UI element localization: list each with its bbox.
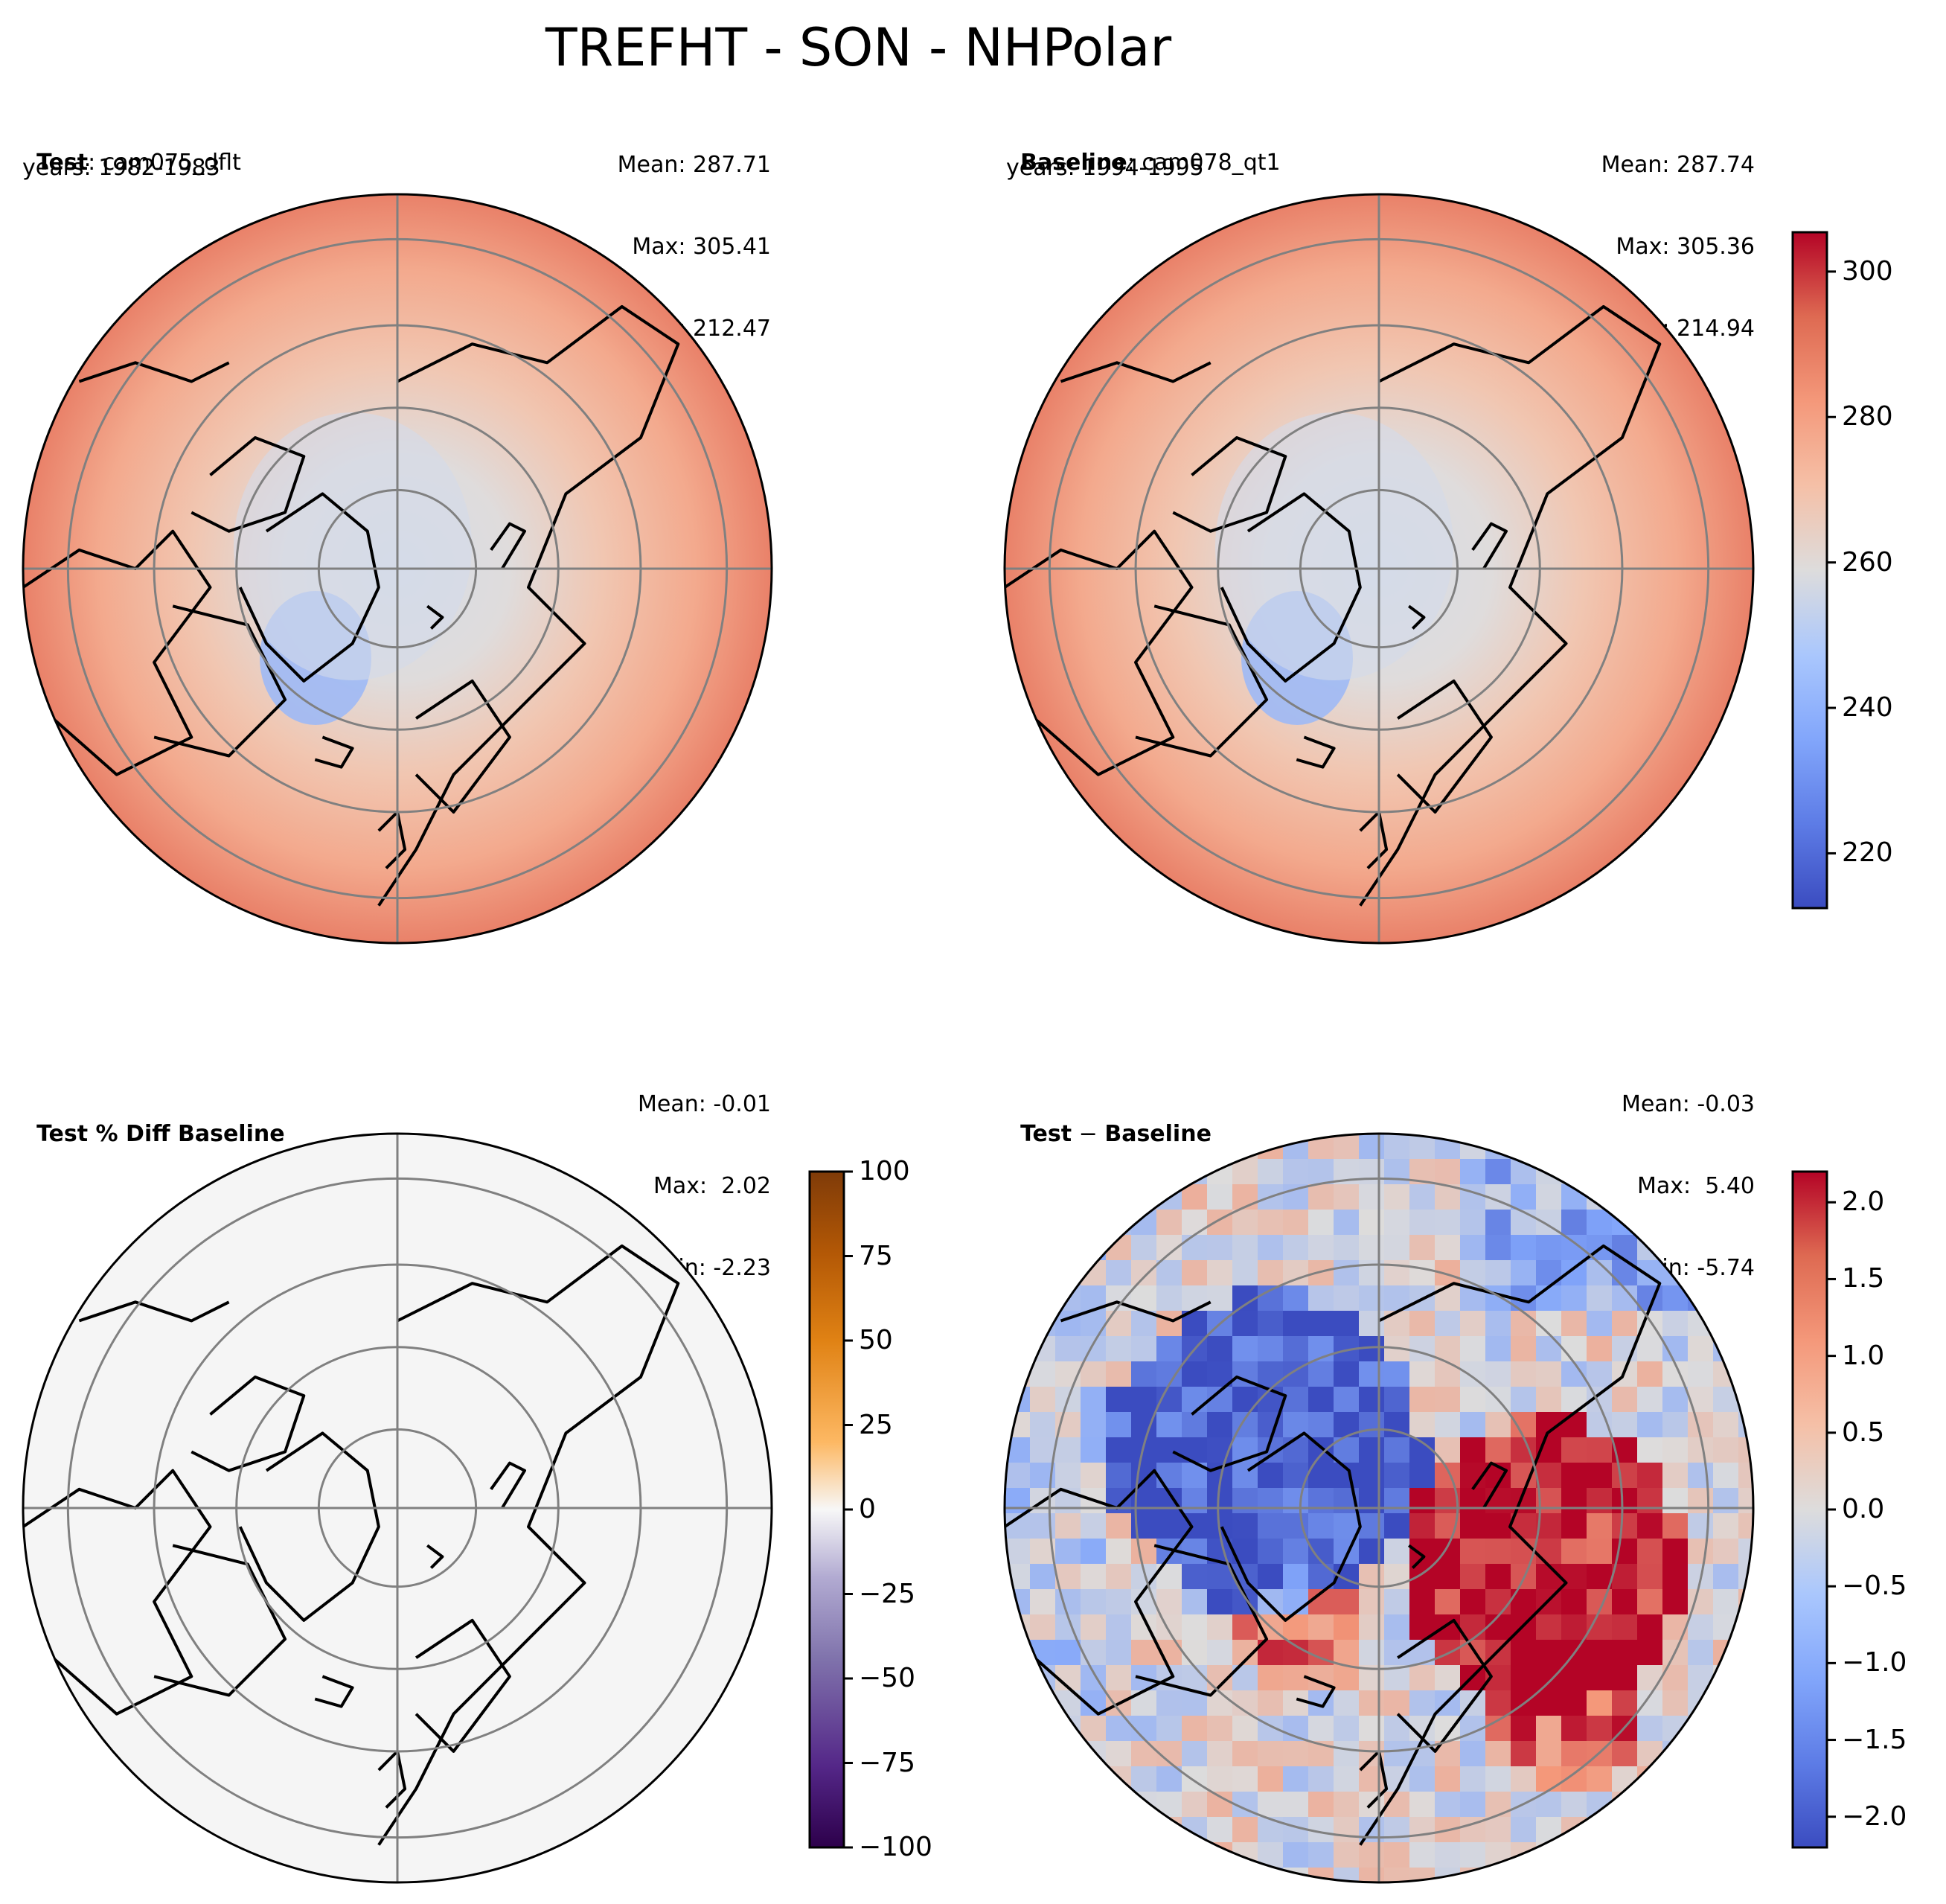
- map-boundary: [22, 193, 773, 945]
- baseline-mean: Mean: 287.74: [1601, 152, 1755, 179]
- colorbar-pct-diff-tick-label: −25: [859, 1578, 915, 1609]
- baseline-label-case: cam078_qt1: [1142, 149, 1281, 176]
- diff-max: Max: 5.40: [1637, 1172, 1755, 1199]
- diff-label-bold2: Baseline: [1104, 1120, 1212, 1147]
- map-panel-diff: [1003, 1132, 1755, 1884]
- pctdiff-label: Test % Diff Baseline: [22, 1093, 285, 1148]
- test-mean: Mean: 287.71: [617, 152, 771, 179]
- colorbar-diff-tick-label: −0.5: [1842, 1571, 1907, 1602]
- pctdiff-label-bold: Test % Diff Baseline: [36, 1120, 285, 1147]
- colorbar-temperature-tick-label: 240: [1842, 692, 1893, 723]
- colorbar-pct-diff: [808, 1170, 853, 1849]
- map-boundary: [1003, 193, 1755, 945]
- map-panel-baseline: [1003, 193, 1755, 945]
- baseline-max: Max: 305.36: [1616, 233, 1755, 260]
- colorbar-pct-diff-tick-label: 50: [859, 1325, 893, 1355]
- diff-label-sep: −: [1072, 1120, 1105, 1147]
- graticule: [23, 1134, 772, 1882]
- colorbar-pct-diff-tick-label: 0: [859, 1494, 876, 1524]
- colorbar-diff-tick-label: 2.0: [1842, 1186, 1885, 1218]
- test-label-bold: Test: [36, 149, 89, 176]
- baseline-label-bold: Baseline: [1020, 149, 1127, 176]
- colorbar-diff-tick-label: −2.0: [1842, 1801, 1907, 1832]
- map-panel-pctdiff: [22, 1132, 773, 1884]
- graticule: [1005, 1134, 1753, 1882]
- diff-label-bold: Test: [1020, 1120, 1072, 1147]
- colorbar-temperature-tick-label: 260: [1842, 546, 1893, 578]
- colorbar-temperature: [1791, 231, 1836, 910]
- pctdiff-mean: Mean: -0.01: [637, 1091, 771, 1118]
- coastlines: [23, 1188, 754, 1846]
- graticule: [23, 194, 772, 943]
- map-boundary: [1003, 1132, 1755, 1884]
- coastlines: [1005, 249, 1735, 907]
- colorbar-diff: [1791, 1170, 1836, 1849]
- diff-label: Test − Baseline: [1006, 1093, 1212, 1148]
- graticule: [1005, 194, 1753, 943]
- colorbar-pct-diff-tick-label: −75: [859, 1747, 915, 1778]
- colorbar-temperature-tick-label: 300: [1842, 255, 1893, 287]
- map-panel-test: [22, 193, 773, 945]
- figure-title: TREFHT - SON - NHPolar: [545, 17, 1172, 78]
- diff-mean: Mean: -0.03: [1621, 1091, 1755, 1118]
- polar-cap: [234, 412, 472, 680]
- colorbar-pct-diff-tick-label: 100: [859, 1156, 910, 1186]
- diff-stats: Mean: -0.03 Max: 5.40 Min: -5.74: [1622, 1037, 1755, 1309]
- colorbar-pct-diff-tick-label: 75: [859, 1240, 893, 1271]
- test-label-case: cam075_dflt: [102, 149, 241, 176]
- baseline-label: Baseline: cam078_qt1: [1006, 122, 1281, 176]
- test-label-sep: :: [88, 149, 103, 176]
- colorbar-temperature-tick-label: 220: [1842, 837, 1893, 869]
- colorbar-diff-tick-label: 0.5: [1842, 1416, 1885, 1448]
- colorbar-temperature-tick-label: 280: [1842, 401, 1893, 432]
- map-boundary: [22, 1132, 773, 1884]
- test-label: Test: cam075_dflt: [22, 122, 241, 176]
- test-years: years: 1982-1983: [22, 155, 220, 181]
- pctdiff-max: Max: 2.02: [653, 1172, 771, 1199]
- colorbar-pct-diff-tick-label: −50: [859, 1663, 915, 1693]
- baseline-years: years: 1994-1995: [1006, 155, 1204, 181]
- coastlines: [23, 249, 754, 907]
- test-max: Max: 305.41: [632, 233, 771, 260]
- colorbar-diff-tick-label: 0.0: [1842, 1494, 1885, 1524]
- colorbar-pct-diff-tick-label: −100: [859, 1832, 932, 1862]
- polar-cap: [1215, 412, 1453, 680]
- colorbar-diff-tick-label: −1.5: [1842, 1724, 1907, 1755]
- colorbar-diff-tick-label: −1.0: [1842, 1647, 1907, 1678]
- colorbar-diff-tick-label: 1.0: [1842, 1340, 1885, 1371]
- colorbar-diff-tick-label: 1.5: [1842, 1263, 1885, 1294]
- colorbar-pct-diff-tick-label: 25: [859, 1409, 893, 1440]
- baseline-label-sep: :: [1127, 149, 1142, 176]
